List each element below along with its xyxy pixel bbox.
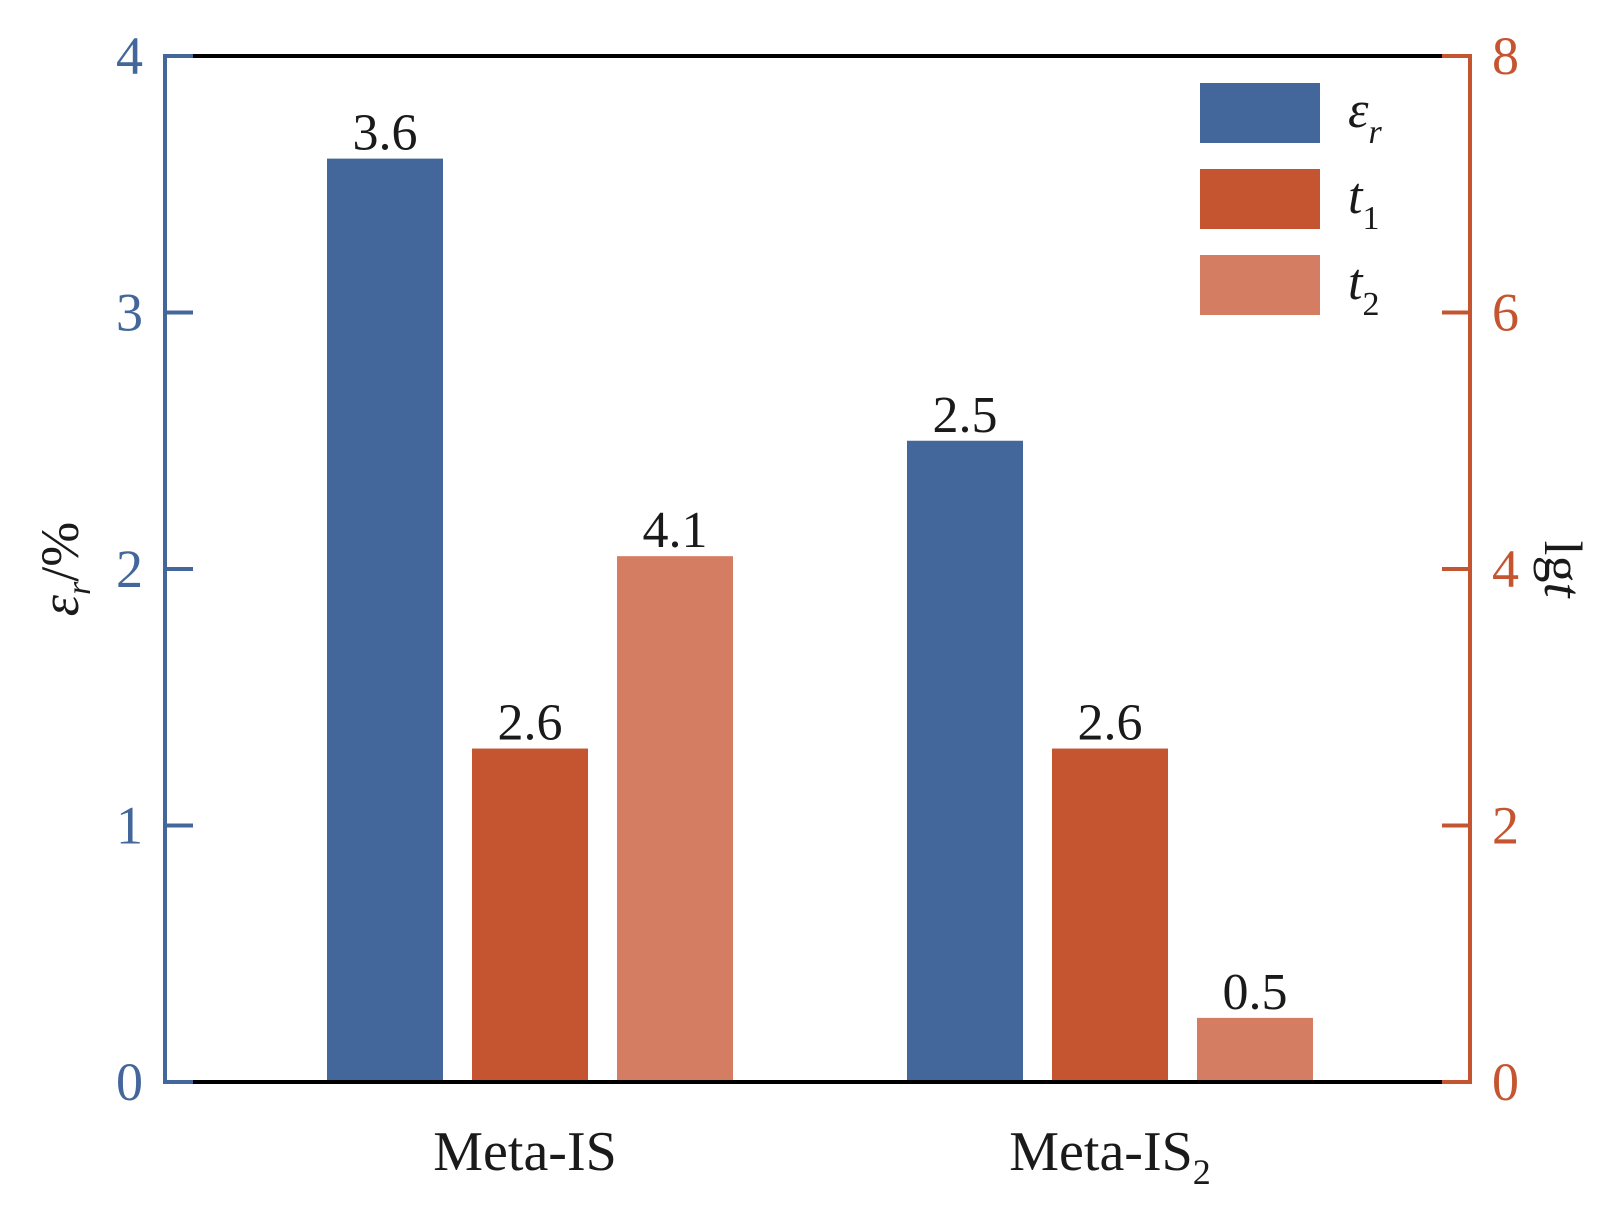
legend-label-subscript: 1 <box>1362 200 1379 237</box>
right-axis: 0 2 4 6 8 lgt <box>1442 26 1593 1112</box>
left-tick-label: 4 <box>116 26 143 86</box>
left-axis: 0 1 2 3 4 εr/% <box>30 26 193 1112</box>
x-axis: Meta-IS Meta-IS2 <box>433 1121 1211 1192</box>
bar-value-label: 2.6 <box>498 695 563 752</box>
left-tick-label: 1 <box>116 796 143 856</box>
bar-value-label: 3.6 <box>353 105 418 162</box>
left-axis-title-unit: /% <box>30 522 90 582</box>
bar-value-label: 2.5 <box>933 387 998 444</box>
right-tick-label: 8 <box>1492 26 1519 86</box>
bar-εr-1 <box>907 440 1023 1082</box>
bar-t1-1 <box>1052 748 1168 1082</box>
legend-label-symbol: t <box>1348 254 1364 311</box>
right-tick-label: 6 <box>1492 283 1519 343</box>
left-tick-label: 3 <box>116 283 143 343</box>
left-axis-title-symbol: ε <box>30 594 90 616</box>
right-axis-title-variable: t <box>1533 583 1593 600</box>
bar-value-label: 0.5 <box>1223 964 1288 1021</box>
legend-label-symbol: ε <box>1348 82 1369 139</box>
category-label-subscript: 2 <box>1193 1152 1211 1192</box>
right-axis-title-prefix: lg <box>1533 540 1593 582</box>
right-tick-label: 0 <box>1492 1052 1519 1112</box>
legend-label: t2 <box>1348 254 1379 323</box>
legend-swatch <box>1200 169 1320 229</box>
legend-label: εr <box>1348 82 1383 151</box>
legend-label-subscript: r <box>1369 114 1383 151</box>
category-label-main: Meta-IS <box>1009 1121 1193 1183</box>
bars-layer: 3.6 2.5 2.6 2.6 4.1 0.5 <box>327 105 1313 1083</box>
bar-t2-1 <box>1197 1017 1313 1082</box>
legend-label: t1 <box>1348 168 1379 237</box>
left-tick-label: 0 <box>116 1052 143 1112</box>
bar-value-label: 4.1 <box>643 502 708 559</box>
category-label: Meta-IS2 <box>1009 1121 1211 1192</box>
legend-label-subscript: 2 <box>1362 286 1379 323</box>
bar-t1-0 <box>472 748 588 1082</box>
bar-value-label: 2.6 <box>1078 695 1143 752</box>
legend-swatch <box>1200 255 1320 315</box>
legend-swatch <box>1200 83 1320 143</box>
right-axis-title: lgt <box>1533 540 1593 599</box>
category-label: Meta-IS <box>433 1121 617 1183</box>
right-tick-label: 2 <box>1492 796 1519 856</box>
left-axis-title: εr/% <box>30 522 98 617</box>
bar-t2-0 <box>617 556 733 1082</box>
legend-label-symbol: t <box>1348 168 1364 225</box>
category-label-main: Meta-IS <box>433 1121 617 1183</box>
right-tick-label: 4 <box>1492 539 1519 599</box>
bar-εr-0 <box>327 158 443 1083</box>
left-axis-title-subscript: r <box>61 581 98 595</box>
left-tick-label: 2 <box>116 539 143 599</box>
